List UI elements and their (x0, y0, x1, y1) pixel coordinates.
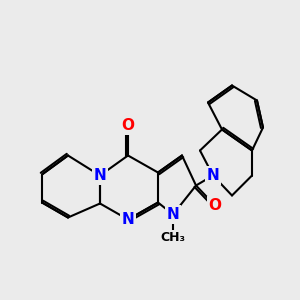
Text: N: N (94, 168, 106, 183)
Text: N: N (207, 168, 219, 183)
Text: O: O (122, 118, 134, 133)
Text: N: N (167, 207, 179, 222)
Text: CH₃: CH₃ (160, 231, 185, 244)
Text: O: O (208, 198, 221, 213)
Text: N: N (122, 212, 134, 227)
